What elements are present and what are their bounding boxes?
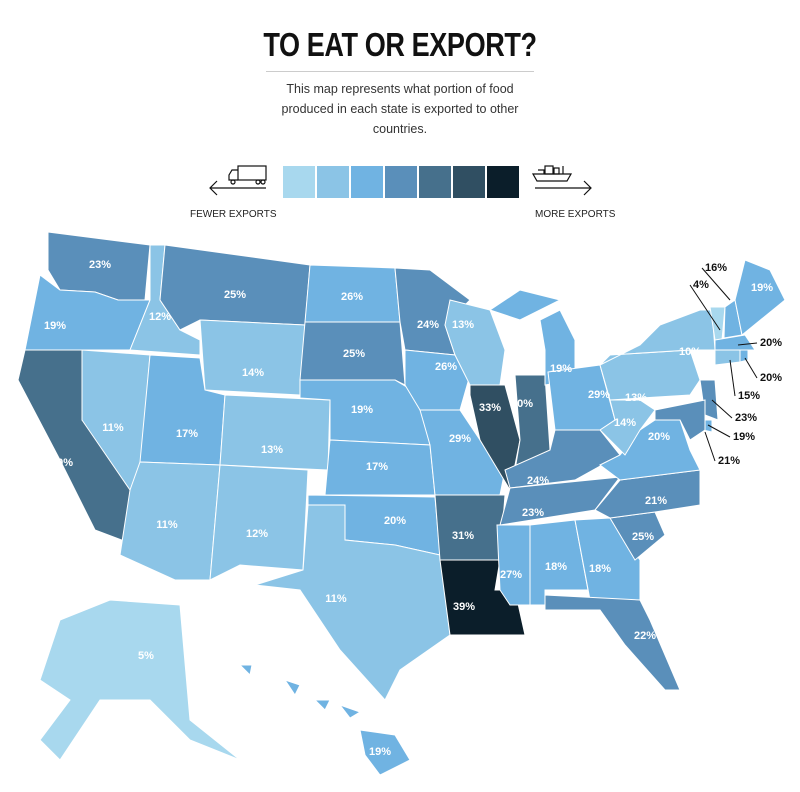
state-value-ne: 19%	[351, 404, 373, 416]
state-value-il: 33%	[479, 402, 501, 414]
state-value-al: 18%	[545, 561, 567, 573]
state-value-ny: 10%	[679, 346, 701, 358]
state-value-ca: 30%	[51, 457, 73, 469]
state-wv	[599, 399, 656, 456]
right-arrow-icon	[535, 180, 592, 196]
cargo-ship-icon	[531, 165, 573, 182]
state-value-wv: 14%	[614, 417, 636, 429]
legend-low-label: FEWER EXPORTS	[190, 209, 277, 220]
state-value-ut: 17%	[176, 428, 198, 440]
legend-swatch-1	[317, 166, 349, 198]
state-value-me: 19%	[751, 282, 773, 294]
left-arrow-icon	[209, 180, 266, 196]
leader-line	[701, 267, 731, 301]
state-value-tn: 23%	[522, 507, 544, 519]
state-value-ar: 31%	[452, 530, 474, 542]
leader-line	[744, 357, 758, 379]
state-ak	[39, 599, 241, 761]
state-value-nc: 21%	[645, 495, 667, 507]
page-title: TO EAT OR EXPORT?	[263, 26, 537, 63]
state-value-ct: 15%	[738, 390, 760, 402]
state-value-nj: 23%	[735, 412, 757, 424]
leader-line	[737, 342, 758, 346]
state-value-ma: 20%	[760, 337, 782, 349]
state-value-va: 20%	[648, 431, 670, 443]
state-value-vt: 4%	[693, 279, 709, 291]
leader-line	[707, 424, 731, 438]
leader-line	[704, 431, 716, 462]
state-tx	[254, 504, 451, 701]
leader-line	[689, 284, 721, 331]
state-value-nd: 26%	[341, 291, 363, 303]
state-value-ga: 18%	[589, 563, 611, 575]
legend-swatch-3	[385, 166, 417, 198]
state-value-az: 11%	[156, 519, 178, 531]
state-value-oh: 29%	[588, 389, 610, 401]
leader-line	[711, 399, 733, 419]
state-value-pa: 13%	[625, 392, 647, 404]
state-value-co: 13%	[261, 444, 283, 456]
state-value-nm: 12%	[246, 528, 268, 540]
color-legend	[283, 166, 519, 198]
state-me	[734, 259, 786, 336]
state-ar	[434, 494, 506, 561]
state-value-or: 19%	[44, 320, 66, 332]
state-value-md: 21%	[718, 455, 740, 467]
state-value-tx: 11%	[325, 593, 347, 605]
state-value-mn: 24%	[417, 319, 439, 331]
legend-high-label: MORE EXPORTS	[535, 209, 616, 220]
state-md	[654, 399, 706, 441]
state-value-de: 19%	[733, 431, 755, 443]
state-value-hi: 19%	[369, 746, 391, 758]
state-value-nh: 16%	[705, 262, 727, 274]
legend-swatch-2	[351, 166, 383, 198]
legend-swatch-5	[453, 166, 485, 198]
state-value-ia: 26%	[435, 361, 457, 373]
state-hi	[238, 664, 411, 776]
state-mo	[419, 409, 506, 496]
state-value-wa: 23%	[89, 259, 111, 271]
state-value-fl: 22%	[634, 630, 656, 642]
state-value-sd: 25%	[343, 348, 365, 360]
title-divider	[266, 71, 534, 72]
state-value-ks: 17%	[366, 461, 388, 473]
state-nm	[209, 464, 309, 581]
state-ct	[714, 349, 741, 366]
state-value-wi: 13%	[452, 319, 474, 331]
legend-swatch-6	[487, 166, 519, 198]
state-mt	[159, 244, 311, 331]
truck-icon	[228, 165, 267, 185]
state-value-ky: 24%	[527, 475, 549, 487]
state-value-ak: 5%	[138, 650, 154, 662]
state-value-mt: 25%	[224, 289, 246, 301]
state-co	[219, 394, 331, 471]
state-value-mi: 19%	[550, 363, 572, 375]
subtitle: This map represents what portion of food…	[281, 82, 519, 136]
legend-swatch-4	[419, 166, 451, 198]
state-value-la: 39%	[453, 601, 475, 613]
state-fl	[544, 594, 681, 691]
legend-swatch-0	[283, 166, 315, 198]
state-value-nv: 11%	[102, 422, 124, 434]
state-value-ri: 20%	[760, 372, 782, 384]
state-ms	[496, 524, 531, 606]
state-value-id: 12%	[149, 311, 171, 323]
state-value-sc: 25%	[632, 531, 654, 543]
state-ma	[714, 334, 756, 351]
state-value-wy: 14%	[242, 367, 264, 379]
state-value-in: 30%	[511, 398, 533, 410]
state-value-ms: 27%	[500, 569, 522, 581]
state-wy	[199, 319, 306, 396]
state-value-ok: 20%	[384, 515, 406, 527]
leader-line	[729, 359, 736, 397]
state-value-mo: 29%	[449, 433, 471, 445]
